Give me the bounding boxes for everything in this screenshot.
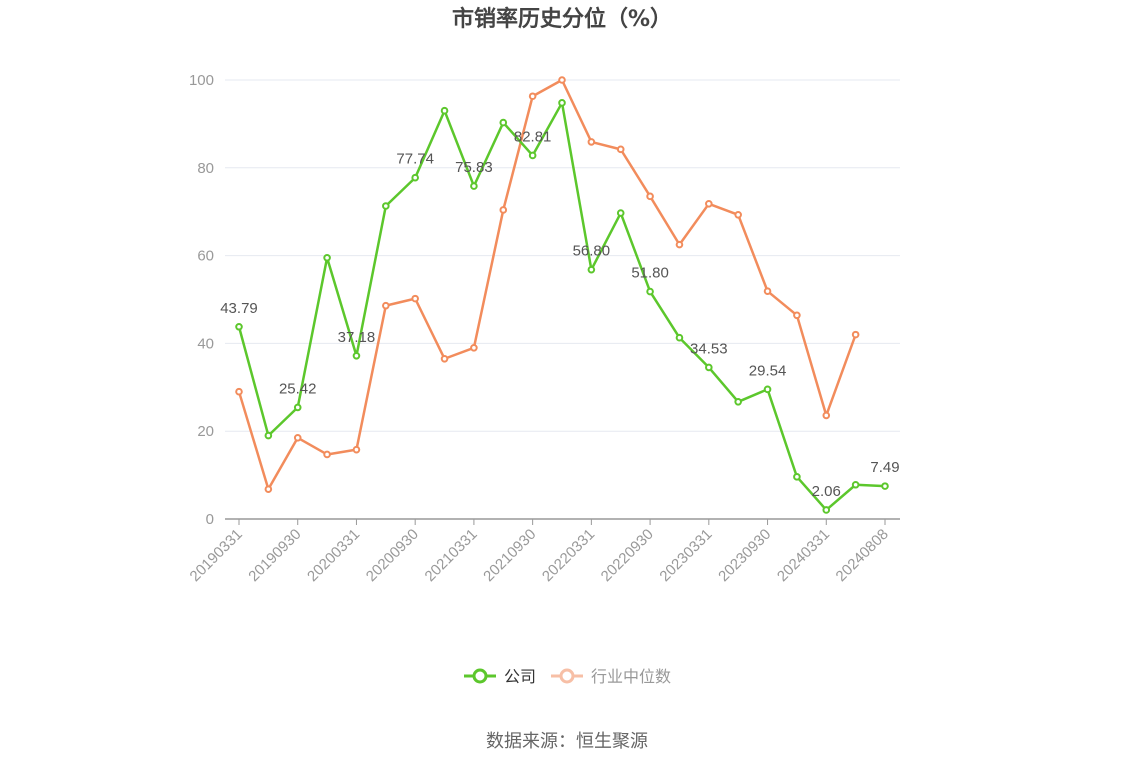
data-point-industry-median	[822, 411, 831, 420]
data-label: 56.80	[573, 243, 611, 260]
data-label: 25.42	[279, 380, 317, 397]
data-point-industry-median	[793, 311, 801, 320]
data-label: 51.80	[631, 265, 669, 282]
data-point-industry-median	[734, 210, 742, 219]
data-point-company	[235, 322, 243, 331]
data-point-industry-median	[411, 294, 419, 303]
data-point-company	[881, 482, 889, 490]
data-point-industry-median	[646, 192, 654, 201]
legend-swatch-marker	[472, 668, 488, 684]
data-point-industry-median	[851, 330, 860, 339]
data-point-industry-median	[352, 445, 361, 454]
data-point-company	[616, 209, 625, 217]
data-label: 75.83	[455, 159, 493, 176]
data-point-industry-median	[616, 145, 625, 154]
data-point-company	[587, 265, 596, 274]
data-point-industry-median	[587, 138, 596, 146]
legend: 公司 行业中位数	[464, 667, 671, 686]
data-point-industry-median	[293, 433, 302, 442]
data-point-company	[646, 287, 654, 296]
data-point-company	[763, 385, 772, 394]
data-point-company	[675, 333, 684, 342]
x-tick-label: 20230930	[715, 526, 774, 585]
series-line-industry-median	[237, 78, 857, 491]
legend-label-industry-median: 行业中位数	[591, 667, 671, 686]
data-point-company	[264, 431, 273, 440]
data-point-company	[440, 106, 449, 115]
x-tick-label: 20210930	[480, 526, 539, 585]
data-point-company	[851, 480, 860, 489]
data-point-industry-median	[470, 343, 478, 352]
data-point-company	[293, 403, 302, 412]
data-point-industry-median	[528, 92, 537, 101]
data-label: 43.79	[220, 300, 258, 317]
x-tick-label: 20200930	[363, 526, 422, 585]
legend-item-company[interactable]: 公司	[464, 667, 536, 686]
x-tick-label: 20220930	[598, 526, 657, 585]
x-tick-label: 20210331	[422, 526, 481, 585]
series-line-company	[237, 101, 886, 512]
x-tick-label: 20240808	[833, 526, 892, 585]
data-point-industry-median	[499, 206, 508, 214]
data-point-company	[352, 351, 361, 360]
y-tick-label: 0	[206, 511, 214, 528]
data-point-industry-median	[558, 76, 566, 84]
series-group	[235, 76, 889, 514]
x-tick-label: 20190331	[187, 526, 246, 585]
data-label: 29.54	[749, 362, 787, 379]
data-point-company	[558, 99, 566, 107]
data-point-industry-median	[675, 240, 684, 249]
data-label: 82.81	[514, 128, 552, 145]
x-tick-label: 20220331	[539, 526, 598, 585]
data-point-industry-median	[264, 485, 273, 493]
data-point-industry-median	[440, 354, 449, 363]
data-point-industry-median	[705, 199, 713, 208]
data-point-company	[411, 173, 419, 182]
data-point-company	[382, 202, 390, 210]
data-labels: 43.79 25.42 37.18 77.74 75.83 82.81 56.80 51.80…	[220, 128, 899, 499]
data-label: 2.06	[812, 483, 841, 500]
data-point-industry-median	[235, 387, 243, 396]
data-label: 77.74	[396, 151, 434, 168]
x-tick-label: 20240331	[774, 526, 833, 585]
data-point-company	[323, 253, 331, 262]
data-point-company	[499, 118, 508, 127]
data-point-company	[705, 363, 713, 372]
x-tick-label: 20200331	[304, 526, 363, 585]
y-tick-label: 20	[197, 423, 214, 440]
data-point-industry-median	[382, 301, 390, 310]
y-tick-label: 80	[197, 160, 214, 177]
legend-label-company: 公司	[504, 667, 536, 686]
data-point-industry-median	[763, 287, 772, 295]
y-tick-label: 60	[197, 248, 214, 265]
data-point-company	[822, 506, 831, 514]
y-tick-label: 40	[197, 335, 214, 352]
data-point-industry-median	[323, 450, 331, 459]
data-label: 7.49	[870, 459, 899, 476]
data-point-company	[793, 473, 801, 481]
y-axis-ticks: 0 20 40 60 80 100	[189, 72, 214, 528]
x-axis: 20190331 20190930 20200331 20200930 20210331…	[187, 518, 900, 585]
data-point-company	[734, 397, 742, 406]
x-tick-label: 20230331	[656, 526, 715, 585]
y-tick-label: 100	[189, 72, 214, 89]
source-note: 数据来源：恒生聚源	[486, 731, 648, 752]
data-point-company	[470, 182, 478, 190]
chart-title: 市销率历史分位（%）	[452, 6, 672, 32]
legend-swatch-marker	[559, 668, 575, 684]
x-tick-label: 20190930	[245, 526, 304, 585]
data-label: 37.18	[338, 329, 376, 346]
data-point-company	[528, 151, 537, 160]
legend-item-industry-median[interactable]: 行业中位数	[551, 667, 671, 686]
data-label: 34.53	[690, 340, 728, 357]
